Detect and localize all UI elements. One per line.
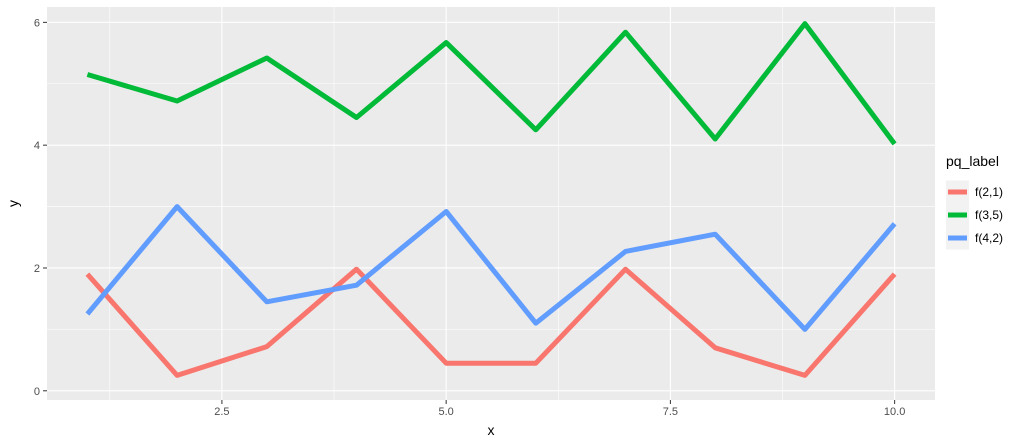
series-line-3 bbox=[85, 204, 897, 332]
legend-title: pq_label bbox=[946, 153, 999, 169]
legend-label-1: f(2,1) bbox=[975, 185, 1003, 199]
series-line-1 bbox=[85, 266, 897, 378]
legend-label-3: f(4,2) bbox=[975, 231, 1003, 245]
legend: pq_label f(2,1) f(3,5) f(4,2) bbox=[946, 153, 1003, 250]
x-tick-label: 7.5 bbox=[663, 406, 678, 418]
y-axis-title: y bbox=[5, 200, 21, 207]
x-tick-label: 10.0 bbox=[884, 406, 905, 418]
grid-lines bbox=[47, 7, 935, 400]
x-axis-title: x bbox=[488, 422, 495, 438]
axes: 2.5 5.0 7.5 10.0 0 2 4 6 bbox=[34, 17, 905, 418]
y-tick-label: 0 bbox=[34, 386, 40, 398]
legend-label-2: f(3,5) bbox=[975, 208, 1003, 222]
x-tick-label: 2.5 bbox=[214, 406, 229, 418]
series-lines bbox=[85, 21, 897, 378]
y-tick-label: 4 bbox=[34, 140, 40, 152]
y-tick-label: 2 bbox=[34, 263, 40, 275]
x-tick-label: 5.0 bbox=[439, 406, 454, 418]
series-line-2 bbox=[86, 21, 897, 146]
plot-panel bbox=[47, 7, 935, 400]
y-tick-label: 6 bbox=[34, 17, 40, 29]
